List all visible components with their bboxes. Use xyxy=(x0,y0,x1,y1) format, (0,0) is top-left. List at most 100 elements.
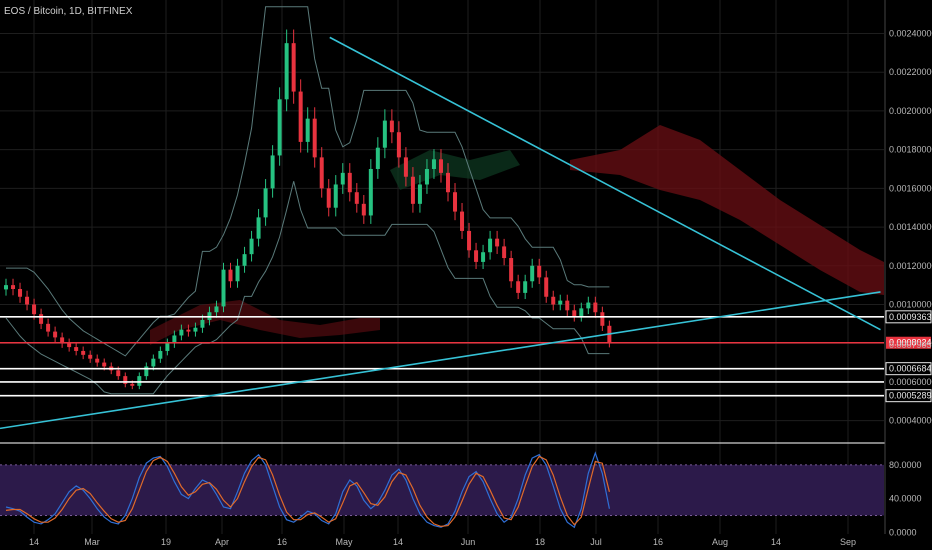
candle-down xyxy=(298,91,303,142)
candle-up xyxy=(382,120,387,148)
price-tag-label: 0.00066847 xyxy=(889,364,932,374)
time-axis[interactable]: 14 Mar 19 Apr 16 May 14 Jun 18 Jul 16 Aug 14 Sep xyxy=(29,537,856,547)
candle-up xyxy=(488,238,493,253)
candle-down xyxy=(291,43,296,92)
time-tick-label: 14 xyxy=(771,537,781,547)
candle-down xyxy=(438,159,443,173)
candle-down xyxy=(228,269,233,282)
candle-down xyxy=(32,304,37,315)
candle-down xyxy=(102,362,107,367)
candle-down xyxy=(60,337,65,344)
candle-down xyxy=(474,250,479,262)
stoch-overbought-band xyxy=(0,464,884,516)
candle-up xyxy=(179,329,184,336)
candle-up xyxy=(530,265,535,282)
candle-down xyxy=(39,314,44,324)
candle-down xyxy=(389,120,394,133)
candle-up xyxy=(263,188,268,218)
stochastic-pane xyxy=(0,451,884,529)
candle-up xyxy=(277,99,282,156)
candle-down xyxy=(18,289,23,297)
candle-up xyxy=(375,147,380,169)
price-tag-box xyxy=(886,336,931,349)
time-tick-label: Mar xyxy=(84,537,100,547)
candle-up xyxy=(193,327,198,332)
price-tick-label: 0.00060000 xyxy=(889,377,932,387)
candle-up xyxy=(4,285,8,290)
candle-up xyxy=(586,302,591,309)
candle-up xyxy=(431,159,436,169)
time-tick-label: 14 xyxy=(29,537,39,547)
candle-down xyxy=(347,172,352,193)
candle-down xyxy=(25,296,30,305)
candle-down xyxy=(396,132,401,158)
trendlines[interactable] xyxy=(0,36,881,430)
price-tag-box xyxy=(885,362,932,376)
stoch-tick-label: 40.0000 xyxy=(889,494,922,504)
candle-up xyxy=(284,43,289,100)
bollinger-bands xyxy=(5,6,610,395)
candle-down xyxy=(354,192,359,204)
candle-up xyxy=(305,118,310,142)
price-tick-label: 0.00160000 xyxy=(889,183,932,193)
candle-up xyxy=(558,300,563,305)
candle-down xyxy=(116,370,121,377)
candle-up xyxy=(417,184,422,204)
cloud-bear-region-early xyxy=(150,300,380,345)
candle-down xyxy=(565,300,570,311)
candle-up xyxy=(235,265,240,282)
price-tick-label: 0.00180000 xyxy=(889,145,932,155)
horizontal-levels[interactable] xyxy=(0,316,884,397)
candle-up xyxy=(144,366,149,377)
candle-down xyxy=(410,176,415,204)
candle-down xyxy=(495,238,500,247)
price-tick-label: 0.00220000 xyxy=(889,67,932,77)
ichimoku-cloud xyxy=(150,125,884,345)
candle-up xyxy=(214,306,219,313)
candle-down xyxy=(460,211,465,231)
candle-down xyxy=(403,157,408,177)
candle-up xyxy=(579,308,584,317)
candle-up xyxy=(172,335,177,344)
candle-up xyxy=(340,172,345,185)
price-tick-label: 0.00200000 xyxy=(889,106,932,116)
cloud-bull-region xyxy=(390,150,520,190)
candle-down xyxy=(319,157,324,189)
stoch-d-line xyxy=(5,455,610,528)
candle-down xyxy=(67,343,72,348)
price-axis[interactable]: 0.00240000 0.00220000 0.00200000 0.00180000… xyxy=(889,28,932,425)
price-tag-label: 0.00079058 xyxy=(889,340,932,350)
candle-up xyxy=(333,184,338,208)
candle-down xyxy=(81,350,86,355)
price-tag-label: 0.00080242 xyxy=(889,338,932,348)
candle-down xyxy=(326,188,331,208)
bollinger-upper xyxy=(6,6,610,357)
candle-up xyxy=(242,254,247,266)
time-tick-label: Apr xyxy=(215,537,229,547)
time-tick-label: Jun xyxy=(461,537,476,547)
candle-down xyxy=(600,312,605,326)
candle-down xyxy=(46,323,51,332)
candle-down xyxy=(446,172,450,193)
time-tick-label: 16 xyxy=(653,537,663,547)
bollinger-lower xyxy=(5,181,610,395)
trendline xyxy=(329,36,881,331)
candle-up xyxy=(221,269,226,307)
candle-down xyxy=(537,265,542,278)
candle-down xyxy=(312,118,317,158)
candle-up xyxy=(523,281,528,293)
time-tick-label: 16 xyxy=(277,537,287,547)
candle-up xyxy=(481,252,486,262)
candle-down xyxy=(467,230,472,251)
cloud-bear-region xyxy=(570,125,884,295)
time-tick-label: 14 xyxy=(393,537,403,547)
stoch-tick-label: 0.0000 xyxy=(889,527,917,537)
candle-down xyxy=(572,310,577,317)
time-tick-label: 18 xyxy=(535,537,545,547)
price-tick-label: 0.00100000 xyxy=(889,299,932,309)
candle-up xyxy=(256,217,261,239)
time-tick-label: May xyxy=(335,537,353,547)
candle-down xyxy=(11,285,16,290)
candle-up xyxy=(151,358,156,367)
